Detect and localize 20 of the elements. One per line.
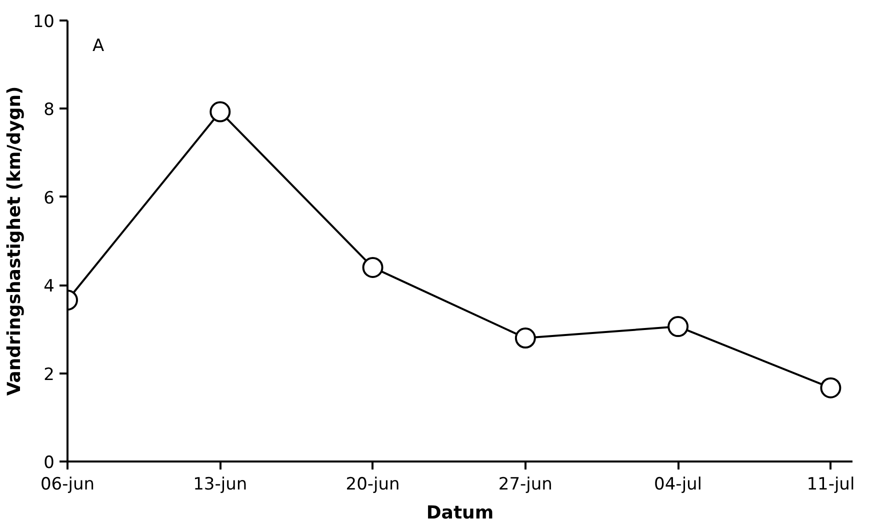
x-axis-title: Datum [426, 502, 494, 524]
x-tick-label: 20-jun [346, 474, 400, 494]
x-tick-label: 04-jul [654, 474, 702, 494]
point [362, 256, 384, 278]
y-tick-label: 2 [44, 364, 55, 385]
annotation: A [92, 36, 104, 56]
y-tick-label: 8 [44, 100, 55, 120]
y-tick-label: 4 [44, 276, 55, 297]
x-tick-label: 06-jun [40, 474, 95, 494]
point [668, 316, 689, 338]
point [820, 377, 842, 398]
y-tick-label: 6 [44, 188, 55, 208]
x-tick-label: 13-jun [193, 474, 248, 494]
y-tick-label: 10 [32, 12, 55, 32]
x-tick-label: 27-jun [498, 474, 552, 494]
point [514, 328, 536, 348]
x-tick-label: 11-jul [806, 474, 855, 494]
y-axis-title: Vandringshastighet (km/dygn) [4, 86, 25, 396]
point [210, 101, 231, 122]
y-tick-label: 0 [44, 453, 55, 473]
